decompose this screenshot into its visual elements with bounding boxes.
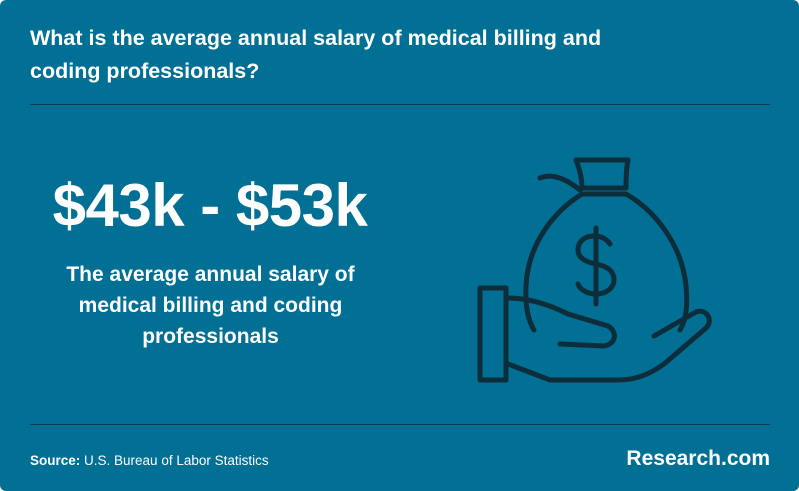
brand-logo: Research.com <box>626 447 770 470</box>
salary-description: The average annual salary of medical bil… <box>66 263 355 348</box>
hand-holding-money-bag-icon <box>468 148 728 388</box>
source-label: Source: <box>30 453 81 468</box>
source-text: U.S. Bureau of Labor Statistics <box>84 453 269 468</box>
source-line: Source: U.S. Bureau of Labor Statistics <box>30 452 269 470</box>
bottom-divider <box>30 424 770 425</box>
salary-range: $43k - $53k <box>52 172 368 239</box>
question-title: What is the average annual salary of med… <box>30 26 602 83</box>
top-divider <box>30 104 770 105</box>
